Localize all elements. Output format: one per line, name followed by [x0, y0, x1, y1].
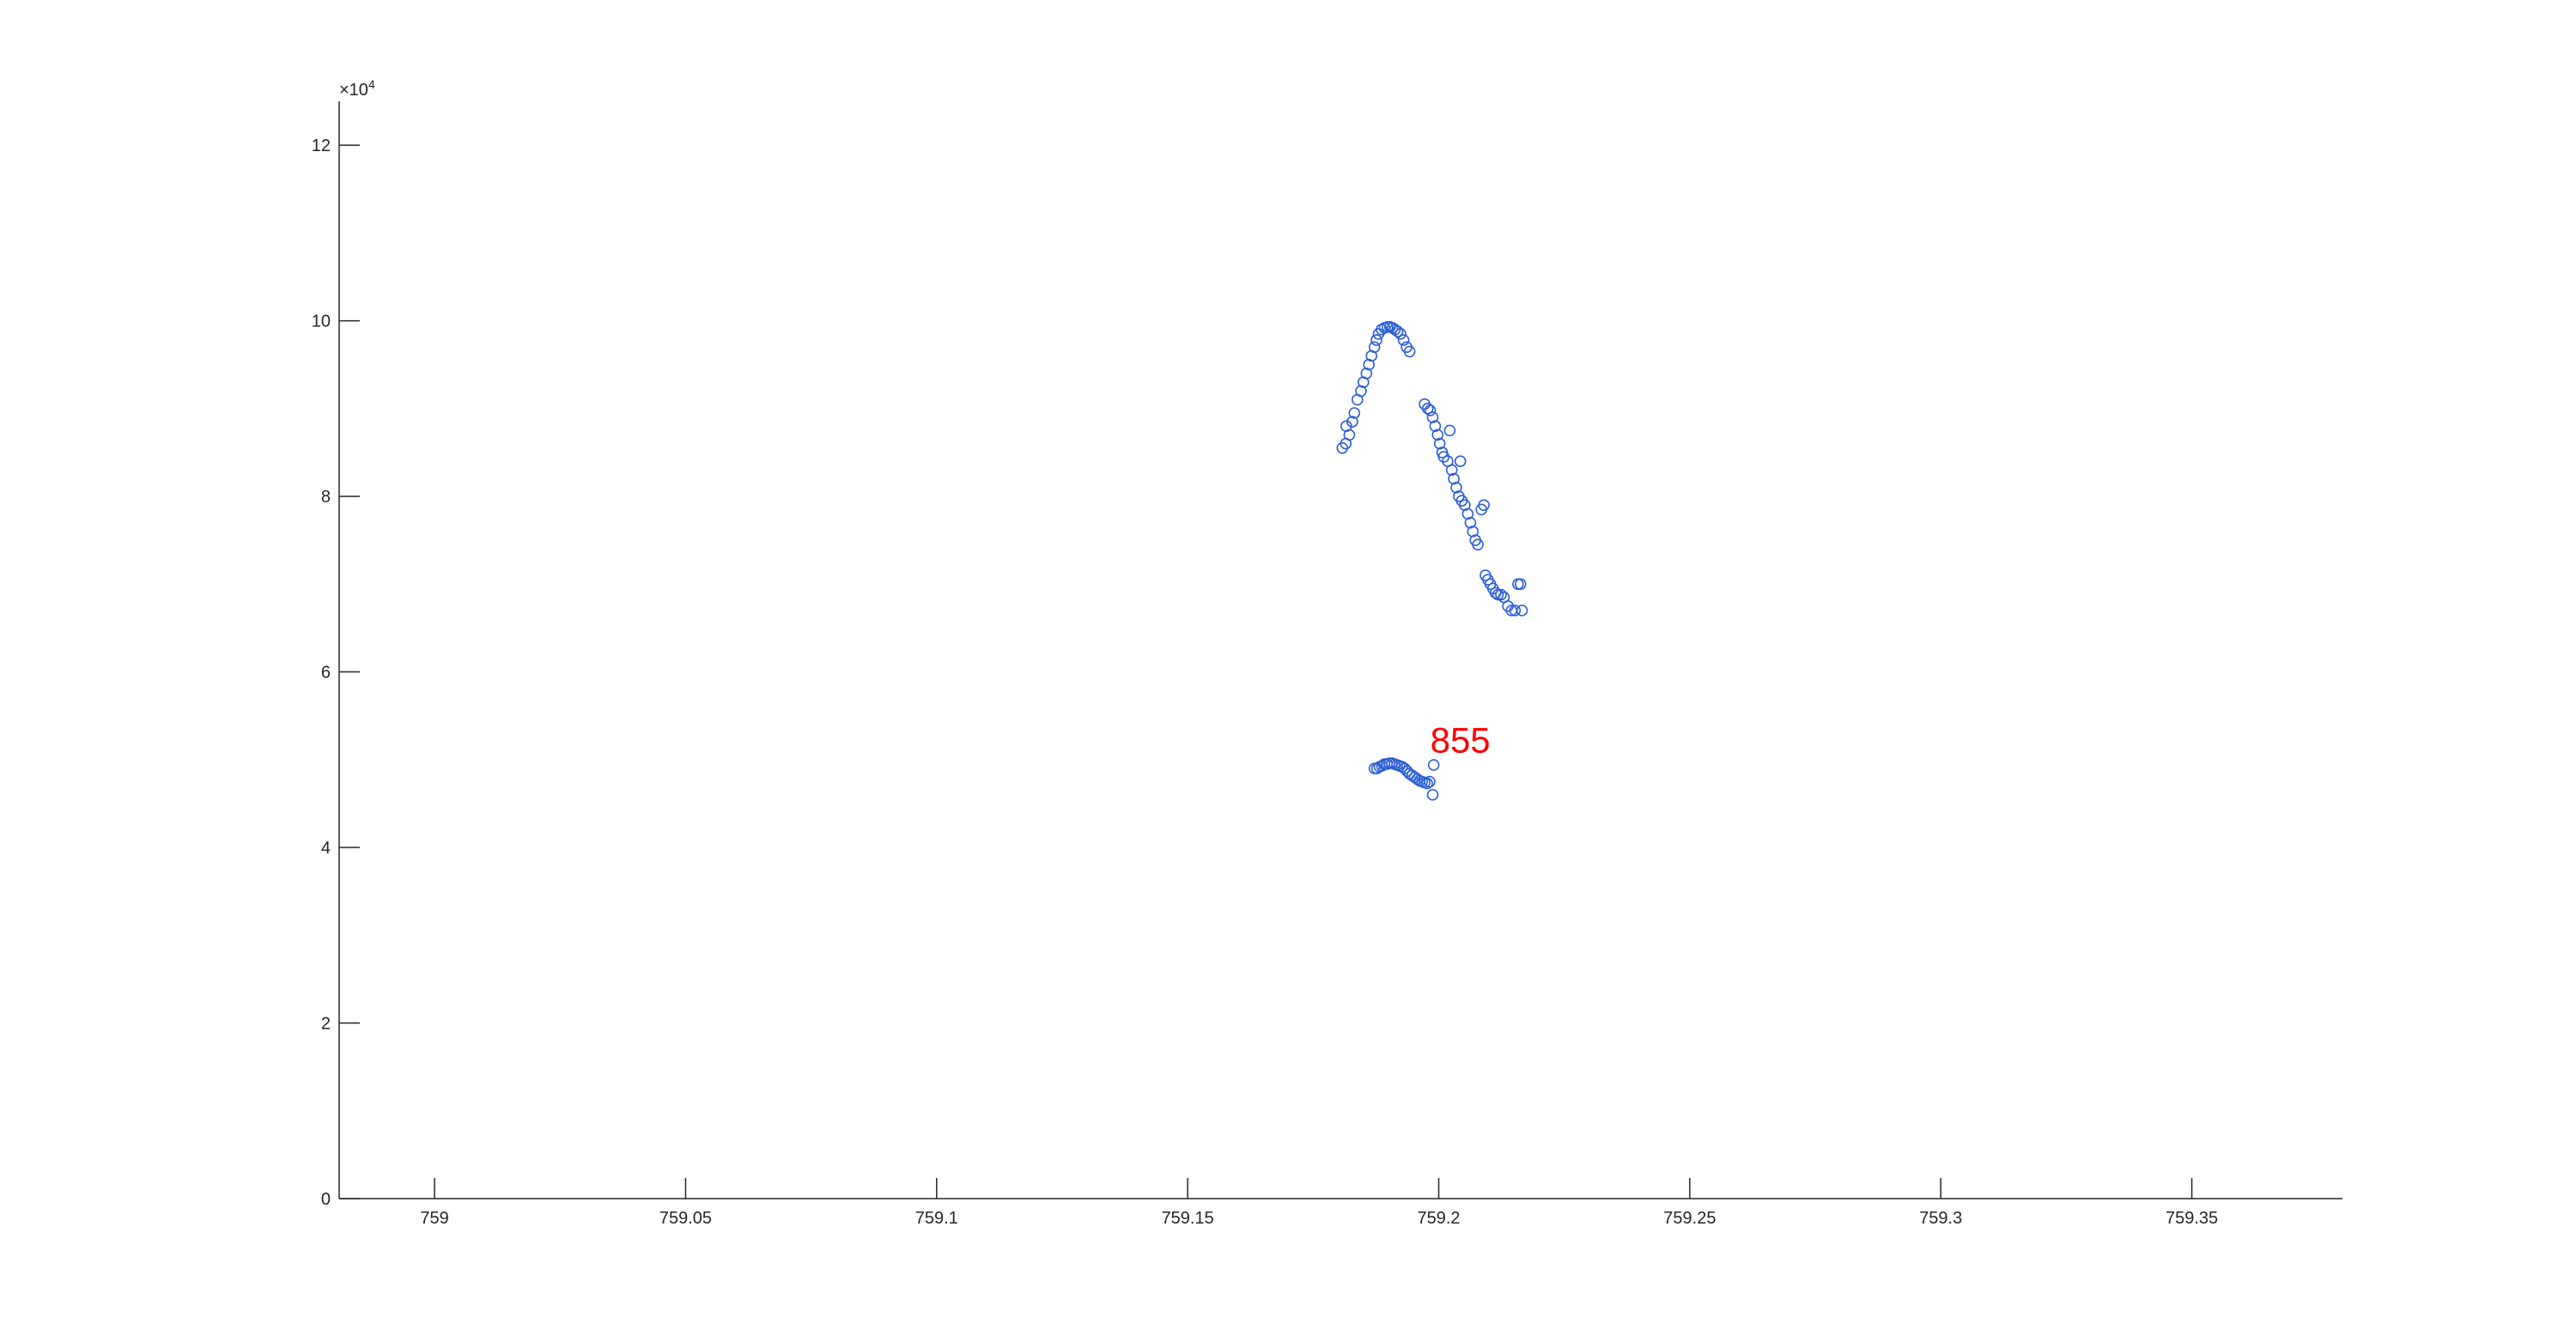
- x-tick-label: 759.2: [1417, 1209, 1460, 1228]
- data-point: [1426, 411, 1439, 423]
- y-exponent-power: 4: [368, 77, 375, 91]
- y-tick-label: 2: [321, 1015, 331, 1034]
- x-tick-label: 759.1: [915, 1209, 958, 1228]
- y-tick-label: 6: [321, 664, 331, 683]
- data-point: [1348, 407, 1361, 419]
- x-tick-label: 759.25: [1663, 1209, 1716, 1228]
- x-tick-label: 759.15: [1162, 1209, 1214, 1228]
- y-axis-ticks: 0 2 4 6 8 10 12: [312, 137, 360, 1209]
- data-point: [1427, 759, 1440, 771]
- data-point: [1478, 499, 1490, 512]
- data-point: [1424, 775, 1436, 788]
- data-point: [1355, 385, 1367, 398]
- data-point: [1509, 604, 1522, 616]
- data-point: [1433, 437, 1446, 450]
- data-point: [1450, 482, 1462, 494]
- x-axis-ticks: 759 759.05 759.1 759.15 759.2 759.25 759.3 759.…: [420, 1178, 2218, 1228]
- data-point: [1445, 464, 1458, 477]
- data-point: [1443, 424, 1456, 437]
- data-point: [1360, 367, 1373, 380]
- data-point: [1403, 345, 1416, 358]
- y-exponent-base: ×10: [339, 81, 368, 100]
- annotation-label: 855: [1431, 720, 1491, 761]
- data-point: [1391, 325, 1404, 337]
- x-tick-label: 759: [420, 1209, 448, 1228]
- data-point: [1454, 455, 1467, 468]
- data-point: [1368, 341, 1381, 354]
- y-tick-label: 12: [312, 137, 331, 155]
- data-point: [1370, 334, 1382, 346]
- data-points: [1336, 320, 1528, 801]
- data-point: [1394, 328, 1406, 340]
- plot-axes: 759 759.05 759.1 759.15 759.2 759.25 759.3 759.…: [312, 77, 2342, 1228]
- data-point: [1343, 428, 1356, 441]
- data-point: [1429, 420, 1442, 433]
- data-point: [1472, 538, 1484, 551]
- y-tick-label: 4: [321, 839, 331, 858]
- data-point: [1363, 358, 1375, 371]
- y-tick-label: 0: [321, 1190, 331, 1209]
- data-point: [1424, 404, 1437, 416]
- y-tick-label: 10: [312, 313, 331, 331]
- data-point: [1492, 588, 1504, 601]
- data-point: [1448, 472, 1460, 485]
- data-point: [1464, 516, 1477, 529]
- y-axis-exponent: ×104: [339, 77, 375, 100]
- x-tick-label: 759.35: [2166, 1209, 2218, 1228]
- data-point: [1346, 416, 1358, 428]
- annotations: 855: [1431, 720, 1491, 761]
- data-point: [1421, 402, 1434, 415]
- data-point: [1397, 334, 1410, 346]
- data-point: [1421, 777, 1433, 790]
- x-tick-label: 759.3: [1919, 1209, 1962, 1228]
- data-point: [1495, 588, 1507, 601]
- data-point: [1516, 604, 1528, 616]
- data-point: [1515, 578, 1527, 591]
- x-tick-label: 759.05: [659, 1209, 712, 1228]
- data-point: [1431, 428, 1444, 441]
- y-tick-label: 8: [321, 488, 331, 507]
- data-point: [1426, 788, 1439, 801]
- data-point: [1467, 525, 1479, 537]
